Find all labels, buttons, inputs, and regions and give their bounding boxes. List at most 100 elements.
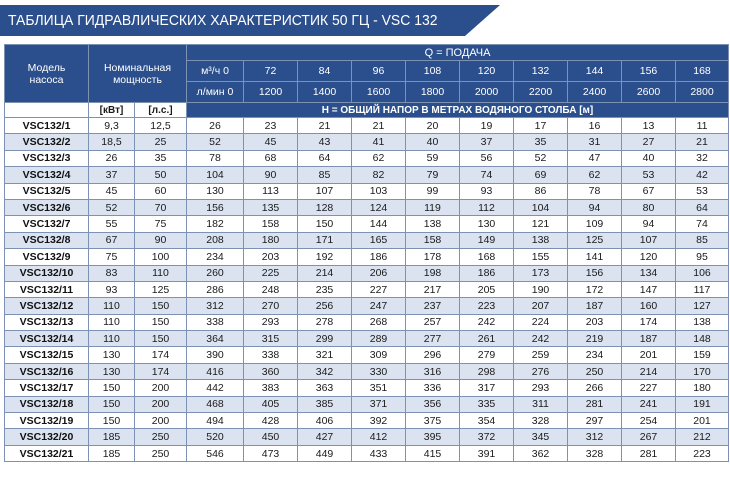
head-cell: 372	[459, 428, 514, 446]
head-cell: 237	[405, 297, 460, 315]
head-cell: 259	[513, 346, 568, 364]
model-cell: VSC132/10	[4, 264, 89, 282]
table-row: VSC132/4 37 50 104 90 85 82 79 74 69 62 53 42	[4, 166, 730, 184]
head-cell: 78	[567, 182, 622, 200]
head-cell: 150	[297, 215, 352, 233]
head-cell: 130	[459, 215, 514, 233]
head-cell: 78	[186, 149, 244, 168]
head-cell: 201	[674, 412, 730, 430]
head-cell: 450	[243, 428, 298, 446]
head-cell: 412	[351, 428, 406, 446]
head-cell: 281	[567, 395, 622, 414]
head-cell: 260	[186, 264, 244, 282]
head-cell: 82	[351, 166, 406, 184]
table-row: VSC132/15 130 174 390 338 321 309 296 279 259 234 2…	[4, 346, 730, 364]
head-cell: 354	[459, 412, 514, 430]
power-cell: 60	[134, 182, 187, 200]
model-cell: VSC132/16	[4, 362, 89, 381]
head-cell: 170	[674, 362, 730, 381]
model-cell: VSC132/20	[4, 428, 89, 446]
head-cell: 182	[186, 215, 244, 233]
head-cell: 546	[186, 444, 244, 463]
head-cell: 201	[621, 346, 676, 364]
model-cell: VSC132/11	[4, 280, 89, 299]
head-cell: 80	[621, 198, 676, 217]
head-cell: 312	[567, 428, 622, 446]
head-cell: 187	[621, 330, 676, 348]
head-cell: 416	[186, 362, 244, 381]
flow-lmin-cell: 2600	[621, 81, 676, 103]
power-cell: 250	[134, 428, 187, 446]
head-cell: 203	[567, 313, 622, 332]
power-cell: 150	[88, 412, 135, 430]
flow-lmin-cell: 2800	[674, 81, 730, 103]
head-cell: 293	[513, 379, 568, 397]
head-cell: 21	[351, 116, 406, 135]
head-cell: 19	[459, 116, 514, 135]
head-cell: 59	[405, 149, 460, 168]
head-cell: 94	[621, 215, 676, 233]
flow-m3-cell: 168	[674, 60, 730, 82]
model-cell: VSC132/13	[4, 313, 89, 332]
power-cell: 200	[134, 379, 187, 397]
head-cell: 395	[405, 428, 460, 446]
head-cell: 187	[567, 297, 622, 315]
head-cell: 173	[513, 264, 568, 282]
head-cell: 149	[459, 231, 514, 250]
head-cell: 20	[405, 116, 460, 135]
head-cell: 206	[351, 264, 406, 282]
model-cell: VSC132/18	[4, 395, 89, 414]
head-cell: 311	[513, 395, 568, 414]
head-cell: 158	[243, 215, 298, 233]
head-cell: 247	[351, 297, 406, 315]
head-cell: 248	[243, 280, 298, 299]
head-cell: 190	[513, 280, 568, 299]
head-cell: 225	[243, 264, 298, 282]
head-cell: 178	[405, 248, 460, 266]
head-cell: 40	[621, 149, 676, 168]
flow-lmin-cell: 1200	[243, 81, 298, 103]
head-cell: 520	[186, 428, 244, 446]
power-cell: 130	[88, 362, 135, 381]
head-cell: 328	[567, 444, 622, 463]
head-cell: 165	[351, 231, 406, 250]
power-cell: 100	[134, 248, 187, 266]
head-cell: 109	[567, 215, 622, 233]
head-cell: 257	[405, 313, 460, 332]
power-cell: 75	[134, 215, 187, 233]
head-cell: 74	[459, 166, 514, 184]
head-cell: 362	[513, 444, 568, 463]
head-cell: 296	[405, 346, 460, 364]
power-cell: 35	[134, 149, 187, 168]
table-row: VSC132/10 83 110 260 225 214 206 198 186 173 156 13…	[4, 264, 730, 282]
head-cell: 67	[621, 182, 676, 200]
kw-unit: [кВт]	[88, 102, 135, 118]
head-cell: 94	[567, 198, 622, 217]
head-cell: 62	[351, 149, 406, 168]
head-cell: 405	[243, 395, 298, 414]
head-cell: 86	[513, 182, 568, 200]
flow-m3-cell: 84	[297, 60, 352, 82]
power-cell: 93	[88, 280, 135, 299]
head-cell: 31	[567, 133, 622, 151]
power-cell: 52	[88, 198, 135, 217]
head-cell: 427	[297, 428, 352, 446]
head-cell: 155	[513, 248, 568, 266]
head-cell: 53	[621, 166, 676, 184]
head-cell: 293	[243, 313, 298, 332]
head-cell: 104	[513, 198, 568, 217]
head-cell: 198	[405, 264, 460, 282]
head-cell: 235	[297, 280, 352, 299]
head-cell: 390	[186, 346, 244, 364]
model-cell: VSC132/21	[4, 444, 89, 463]
head-cell: 93	[459, 182, 514, 200]
head-cell: 79	[405, 166, 460, 184]
head-cell: 53	[674, 182, 730, 200]
head-cell: 62	[567, 166, 622, 184]
head-cell: 391	[459, 444, 514, 463]
head-cell: 156	[567, 264, 622, 282]
power-header: Номинальная мощность	[88, 44, 187, 103]
flow-lmin-cell: 2200	[513, 81, 568, 103]
head-cell: 148	[674, 330, 730, 348]
head-cell: 99	[405, 182, 460, 200]
